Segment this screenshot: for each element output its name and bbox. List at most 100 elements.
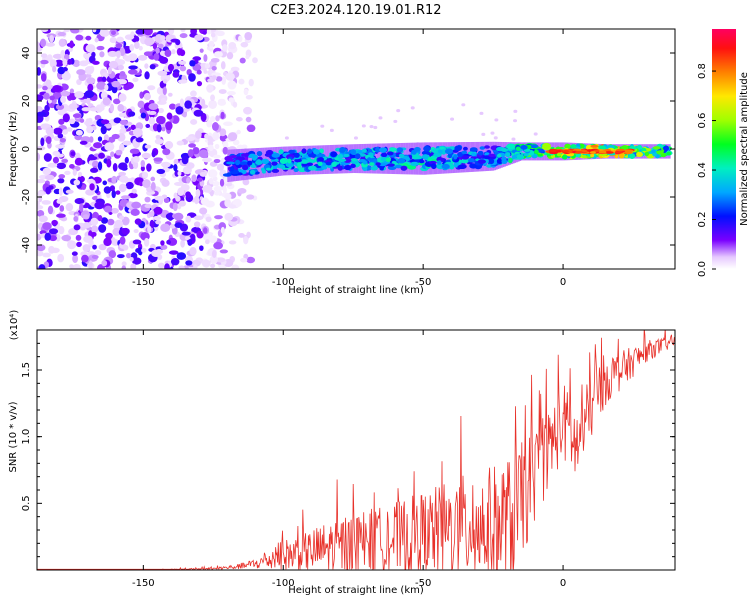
heatmap-cell [155,220,162,225]
heatmap-cell [52,150,60,156]
heatmap-cell [574,150,583,154]
heatmap-cell [178,200,186,207]
heatmap-cell [375,162,381,166]
heatmap-cell [356,149,364,154]
heatmap-cell [104,205,113,213]
heatmap-cell [52,53,63,59]
heatmap-cell [229,166,235,172]
heatmap-cell [175,106,184,115]
heatmap-cell [111,175,117,184]
heatmap-cell [252,57,258,64]
heatmap-cell [118,93,127,102]
heatmap-cell [96,45,105,51]
heatmap-cell [199,245,204,251]
heatmap-cell [129,44,135,52]
heatmap-cell [59,137,67,143]
heatmap-cell [460,159,469,164]
heatmap-cell [182,112,187,118]
heatmap-cell [55,144,65,149]
heatmap-cell [66,127,73,132]
heatmap-cell [353,136,358,140]
heatmap-cell [111,133,120,140]
heatmap-cell [131,188,137,194]
heatmap-cell [179,33,188,39]
heatmap-cell [107,218,115,226]
heatmap-cell [114,219,124,229]
colorbar-tick-label: 0.6 [697,113,708,129]
heatmap-cell [203,69,208,74]
heatmap-cell [222,146,229,155]
heatmap-cell [144,71,150,80]
heatmap-cell [119,128,127,135]
heatmap-cell [37,200,41,206]
heatmap-cell [618,153,625,159]
heatmap-cell [265,149,274,156]
heatmap-cell [111,80,120,88]
spectrum-xtick-label: -100 [272,277,295,288]
heatmap-cell [37,152,41,162]
snr-panel: -150 -100 -50 0 0.5 1.0 1.5 Height of straight… [8,310,676,596]
heatmap-cell [38,264,46,269]
heatmap-cell [325,161,332,166]
heatmap-cell [394,164,403,169]
heatmap-cell [195,130,202,139]
heatmap-cell [58,187,63,196]
heatmap-cell [127,69,138,75]
heatmap-cell [153,157,164,162]
heatmap-cell [397,158,406,164]
heatmap-cell [62,113,70,123]
heatmap-cell [433,152,442,158]
heatmap-cell [441,163,450,170]
heatmap-cell [644,151,650,157]
heatmap-cell [199,207,208,215]
heatmap-cell [87,83,94,92]
heatmap-cell [453,154,458,160]
snr-ytick-label: 0.5 [21,495,32,511]
heatmap-cell [350,149,357,156]
heatmap-cell [490,131,495,135]
heatmap-cell [187,239,193,246]
heatmap-cell [159,56,169,64]
spectrum-xtick-label: 0 [560,277,566,288]
heatmap-cell [76,79,82,86]
heatmap-cell [379,147,388,153]
heatmap-cell [51,219,58,226]
heatmap-cell [178,79,188,84]
heatmap-cell [461,150,468,155]
heatmap-cell [144,37,154,47]
heatmap-cell [185,191,192,198]
heatmap-cell [145,123,151,128]
heatmap-cell [37,178,46,184]
heatmap-cell [117,79,128,85]
heatmap-cell [213,191,221,196]
heatmap-cell [121,265,127,269]
heatmap-cell [37,60,41,65]
heatmap-cell [215,76,223,82]
heatmap-cell [67,240,77,250]
heatmap-cell [663,145,670,152]
heatmap-cell [224,192,232,200]
heatmap-cell [112,162,118,172]
heatmap-cell [85,118,90,128]
heatmap-cell [69,118,76,125]
heatmap-cell [118,112,127,118]
heatmap-cell [115,149,123,156]
heatmap-cell [121,227,130,235]
heatmap-cell [105,232,113,240]
heatmap-cell [213,158,221,164]
heatmap-cell [564,143,571,149]
heatmap-cell [119,236,126,245]
heatmap-cell [99,29,110,37]
heatmap-cell [294,158,302,163]
heatmap-cell [230,149,233,182]
heatmap-cell [185,235,191,241]
heatmap-cell [62,67,68,72]
heatmap-cell [143,237,150,247]
heatmap-cell [301,148,307,154]
heatmap-cell [42,167,52,176]
heatmap-cell [104,84,109,91]
heatmap-cell [226,90,236,96]
heatmap-cell [222,121,233,126]
heatmap-cell [94,37,99,43]
heatmap-cell [448,163,455,170]
